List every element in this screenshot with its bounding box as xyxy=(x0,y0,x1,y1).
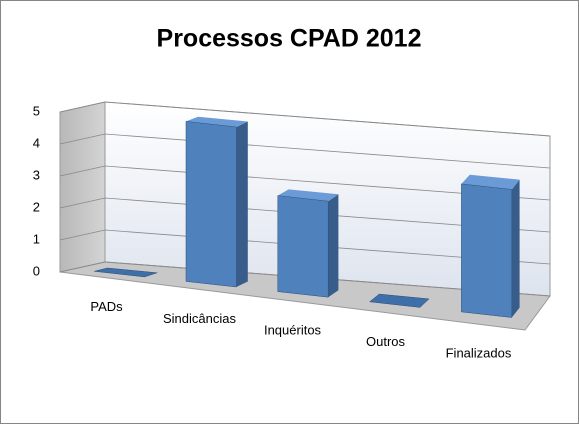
grid-line xyxy=(59,101,551,137)
y-tick-label: 5 xyxy=(33,103,40,118)
bar xyxy=(94,267,158,278)
bar-side xyxy=(236,121,248,287)
bar xyxy=(368,293,430,308)
chart-title: Processos CPAD 2012 xyxy=(157,25,422,53)
y-tick-label: 0 xyxy=(33,263,40,278)
grid-line xyxy=(59,133,551,169)
bar-top xyxy=(186,116,248,127)
bar xyxy=(185,121,237,288)
x-tick-label: Inquéritos xyxy=(264,322,322,337)
plot-area: 0 1 2 3 4 5 PADs Sindicâncias Inquéritos Outros Fi… xyxy=(33,101,551,361)
bar-side xyxy=(511,179,520,318)
x-tick-label: PADs xyxy=(90,299,123,314)
y-tick-label: 3 xyxy=(33,167,40,182)
bar-side xyxy=(328,194,339,298)
bar xyxy=(277,195,329,298)
bar-top xyxy=(461,174,520,190)
bar-top xyxy=(277,189,339,202)
y-tick-label: 2 xyxy=(33,199,40,214)
x-tick-label: Finalizados xyxy=(446,346,512,361)
x-tick-label: Outros xyxy=(366,334,406,349)
grid-line xyxy=(59,261,551,297)
side-wall xyxy=(59,101,106,273)
bar xyxy=(461,183,513,318)
grid-line xyxy=(59,229,551,265)
grid-line xyxy=(59,197,551,233)
y-tick-label: 1 xyxy=(33,231,40,246)
grid-line xyxy=(59,165,551,201)
y-tick-label: 4 xyxy=(33,135,40,150)
x-tick-label: Sindicâncias xyxy=(163,311,236,326)
